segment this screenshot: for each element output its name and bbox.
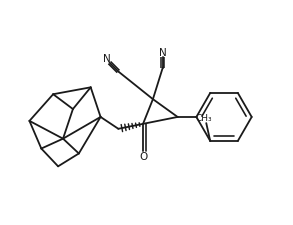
Text: N: N <box>159 47 167 58</box>
Text: O: O <box>139 152 147 162</box>
Text: N: N <box>103 54 110 63</box>
Text: CH₃: CH₃ <box>196 113 213 122</box>
